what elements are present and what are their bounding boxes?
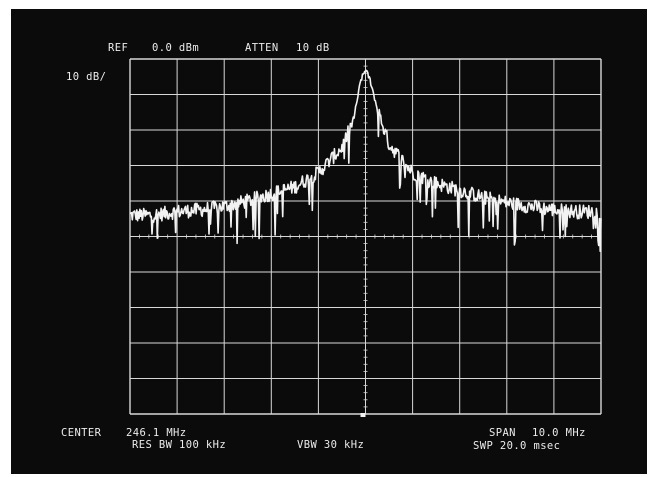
atten-label: ATTEN [245,42,279,54]
ref-level-value: 0.0 dBm [152,42,200,54]
analyzer-screen: REF 0.0 dBm ATTEN 10 dB 10 dB/ CENTER 24… [11,9,647,474]
sweep-time: SWP 20.0 msec [473,440,561,452]
span-label: SPAN [489,427,516,439]
center-frequency-marker [360,413,366,417]
center-frequency-value: 246.1 MHz [126,427,187,439]
spectrum-trace [129,69,602,252]
ref-label: REF [108,42,129,54]
span-value: 10.0 MHz [532,427,586,439]
center-label: CENTER [61,427,102,439]
atten-value: 10 dB [296,42,330,54]
spectrum-plot [129,58,602,417]
video-bandwidth: VBW 30 kHz [297,439,365,451]
scale-per-division: 10 dB/ [66,71,107,83]
resolution-bandwidth: RES BW 100 kHz [132,439,227,451]
